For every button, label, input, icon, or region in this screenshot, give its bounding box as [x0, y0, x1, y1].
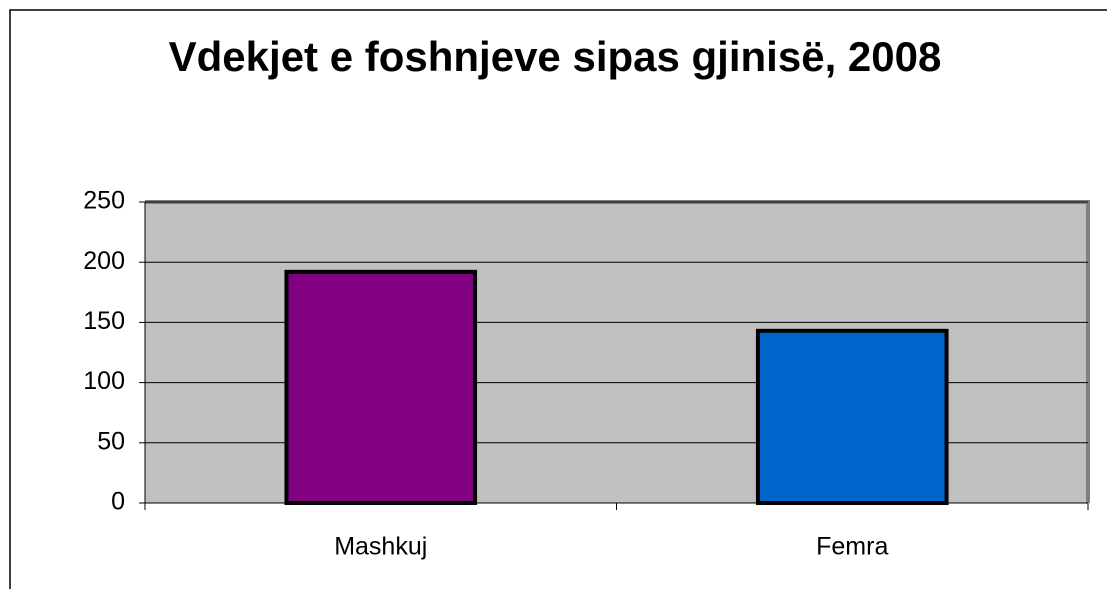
bar [284, 269, 478, 505]
x-tick-label: Femra [816, 533, 888, 561]
y-tick-label: 100 [83, 367, 125, 395]
x-tick-label: Mashkuj [334, 533, 427, 561]
bar [755, 328, 949, 505]
y-tick-label: 250 [83, 187, 125, 215]
y-tick-label: 150 [83, 307, 125, 335]
chart-border [9, 9, 1107, 589]
y-tick-label: 200 [83, 247, 125, 275]
chart-title: Vdekjet e foshnjeve sipas gjinisë, 2008 [168, 33, 942, 80]
y-tick-label: 50 [97, 427, 125, 455]
y-tick-label: 0 [111, 488, 125, 516]
